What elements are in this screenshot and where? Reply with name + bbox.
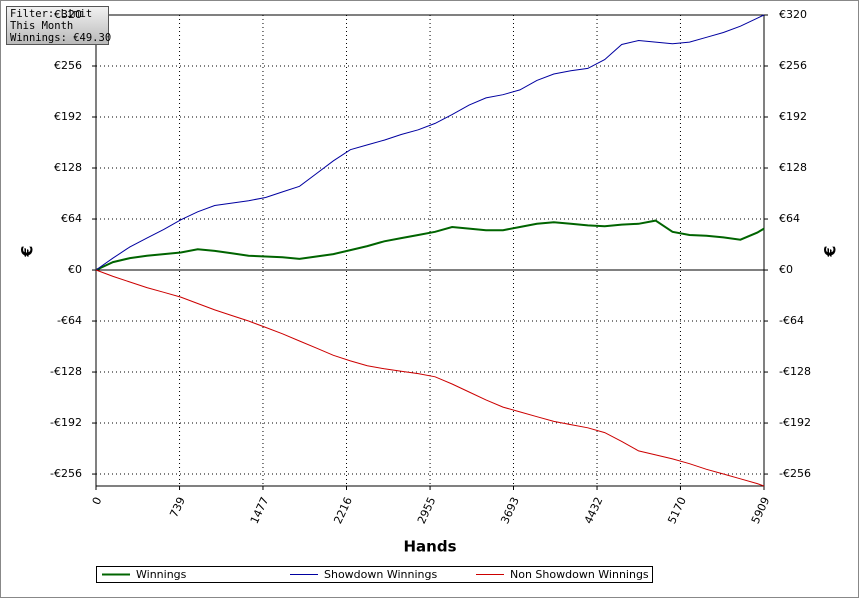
lines xyxy=(95,14,765,487)
y2-tick-label: -€192 xyxy=(779,416,811,429)
x-tick-label: 0 xyxy=(90,495,105,507)
legend-label: Non Showdown Winnings xyxy=(510,568,649,581)
y2-tick-label: €64 xyxy=(779,212,800,225)
filter-text: This Month xyxy=(10,20,73,32)
y-tick-label: -€256 xyxy=(50,467,82,480)
legend-label: Winnings xyxy=(136,568,187,581)
legend-label: Showdown Winnings xyxy=(324,568,438,581)
series-line xyxy=(95,14,765,271)
filter-text: Winnings: €49.30 xyxy=(10,32,111,44)
y-tick-label: -€64 xyxy=(57,314,82,327)
y-axis-label: € xyxy=(18,245,37,257)
y2-tick-label: €256 xyxy=(779,59,807,72)
legend xyxy=(96,566,653,583)
filter-text: Filter: Limit xyxy=(10,8,92,20)
y2-tick-label: €192 xyxy=(779,110,807,123)
series-line xyxy=(95,269,765,487)
y-tick-label: €64 xyxy=(61,212,82,225)
y-tick-label: €128 xyxy=(54,161,82,174)
grid xyxy=(92,14,768,490)
y2-tick-label: -€128 xyxy=(779,365,811,378)
filter-box xyxy=(6,6,109,45)
y2-axis-label: € xyxy=(821,245,840,257)
y2-tick-label: -€256 xyxy=(779,467,811,480)
y-tick-label: -€128 xyxy=(50,365,82,378)
y-tick-label: €192 xyxy=(54,110,82,123)
y2-tick-label: -€64 xyxy=(779,314,804,327)
y-tick-label: €320 xyxy=(54,8,82,21)
y2-tick-label: €320 xyxy=(779,8,807,21)
series-line xyxy=(95,219,765,271)
y2-tick-label: €0 xyxy=(779,263,793,276)
y-tick-label: €256 xyxy=(54,59,82,72)
y2-tick-label: €128 xyxy=(779,161,807,174)
y-tick-label: €0 xyxy=(68,263,82,276)
x-axis-label: Hands xyxy=(403,538,456,556)
y-tick-label: -€192 xyxy=(50,416,82,429)
